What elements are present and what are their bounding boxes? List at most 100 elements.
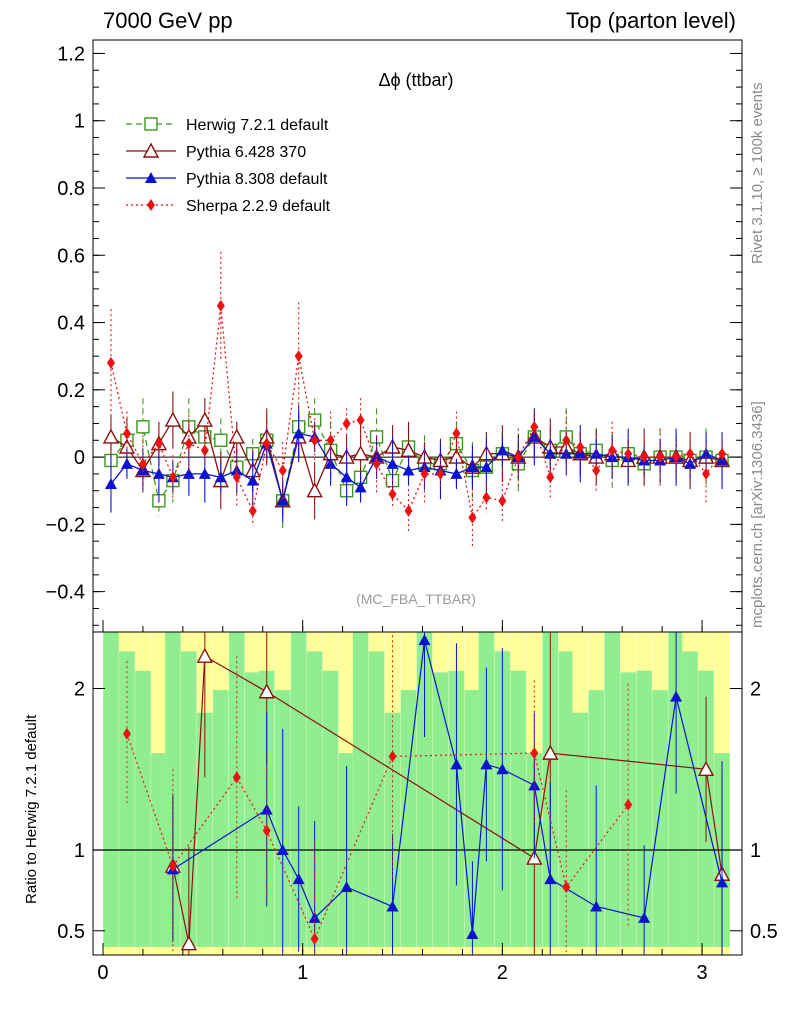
- ratio-y-tick-label-right: 1: [750, 840, 761, 862]
- pythia-8-308-default-point: [450, 467, 463, 479]
- pythia-6-428-370-point: [196, 411, 213, 427]
- sherpa-2-2-9-default-point: [514, 451, 523, 464]
- ratio-frame-border: [92, 631, 743, 956]
- pythia-6-428-370-point: [352, 445, 369, 461]
- ratio-inner-band: [290, 632, 307, 947]
- sherpa-2-2-9-default-ratio-point: [562, 881, 571, 894]
- ratio-panel-frame: 2 2 1 1 0.5 0.5 0 1 2 3: [57, 631, 778, 984]
- pythia-8-308-default-point: [152, 467, 165, 479]
- x-tick-label: 3: [696, 962, 707, 984]
- pythia-8-308-default-ratio-point: [292, 873, 305, 885]
- sherpa-2-2-9-default-point: [482, 491, 491, 504]
- ratio-y-tick-label-right: 2: [750, 679, 761, 701]
- sherpa-2-2-9-default-point: [498, 494, 507, 507]
- pythia-8-308-default-point: [402, 464, 415, 476]
- pythia-8-308-default-ratio-point: [496, 763, 509, 775]
- ratio-inner-band: [119, 651, 135, 947]
- ratio-inner-band: [558, 651, 575, 947]
- pythia-8-308-default-point: [700, 447, 713, 459]
- sherpa-2-2-9-default-point: [184, 437, 193, 450]
- ratio-inner-band: [604, 632, 620, 947]
- ratio-inner-band: [135, 670, 151, 947]
- sherpa-2-2-9-default-ratio-point: [310, 932, 319, 945]
- pythia-8-308-default-point: [340, 471, 353, 483]
- pythia-8-308-default-ratio-point: [670, 690, 683, 702]
- main-y-tick-label: 0: [74, 447, 85, 469]
- ratio-y-tick-label-left: 0.5: [57, 921, 85, 943]
- pythia-8-308-default-point: [182, 467, 195, 479]
- herwig-7-2-1-default-point: [214, 433, 228, 447]
- pythia-8-308-default-point: [480, 461, 493, 473]
- pythia-8-308-default-ratio-point: [466, 928, 479, 940]
- pythia-8-308-default-ratio-point: [450, 758, 463, 770]
- legend-label-pythia-6-428-370: Pythia 6.428 370: [186, 144, 306, 161]
- sherpa-2-2-9-default-point: [640, 451, 649, 464]
- sherpa-2-2-9-default-ratio-point: [262, 824, 271, 837]
- ratio-y-tick-label-left: 1: [74, 840, 85, 862]
- ratio-inner-band: [510, 670, 527, 947]
- pythia-8-308-default-point: [544, 447, 557, 459]
- sherpa-2-2-9-default-ratio-point: [168, 860, 177, 873]
- pythia-8-308-default-point: [386, 457, 399, 469]
- pythia-8-308-default-ratio-line: [172, 639, 723, 935]
- pythia-8-308-default-point: [496, 444, 509, 456]
- ratio-y-tick-label-left: 2: [74, 679, 85, 701]
- main-y-tick-label: 0.2: [57, 380, 85, 402]
- ratio-inner-band: [368, 651, 385, 947]
- pythia-8-308-default-point: [606, 451, 619, 463]
- sherpa-2-2-9-default-point: [686, 447, 695, 460]
- x-tick-label: 0: [97, 962, 108, 984]
- pythia-6-428-370-point: [306, 482, 323, 498]
- sherpa-2-2-9-default-point: [326, 434, 335, 447]
- pythia-8-308-default-ratio-point: [716, 876, 729, 888]
- ratio-inner-band: [228, 632, 245, 947]
- sherpa-2-2-9-default-point: [168, 471, 177, 484]
- ratio-inner-band: [244, 672, 261, 947]
- sherpa-2-2-9-default-line: [110, 305, 723, 520]
- pythia-8-308-default-point: [292, 427, 305, 439]
- x-tick-label: 2: [497, 962, 508, 984]
- pythia-8-308-default-point: [246, 474, 259, 486]
- sherpa-2-2-9-default-point: [294, 350, 303, 363]
- sherpa-2-2-9-default-point: [592, 464, 601, 477]
- ratio-y-tick-label-right: 0.5: [750, 921, 778, 943]
- pythia-8-308-default-ratio-point: [386, 900, 399, 912]
- main-y-tick-label: 0.8: [57, 178, 85, 200]
- ratio-inner-band: [572, 712, 589, 947]
- ratio-inner-band: [400, 690, 417, 947]
- legend-marker-pythia-8-308-default: [145, 172, 157, 183]
- sherpa-2-2-9-default-ratio-point: [624, 798, 633, 811]
- sherpa-2-2-9-default-ratio-point: [530, 747, 539, 760]
- ratio-inner-band: [432, 672, 449, 947]
- sherpa-2-2-9-default-point: [372, 457, 381, 470]
- sherpa-2-2-9-default-point: [702, 467, 711, 480]
- pythia-8-308-default-line: [110, 432, 723, 504]
- pythia-8-308-default-ratio-point: [528, 779, 541, 791]
- herwig-7-2-1-default-point: [136, 420, 150, 434]
- sherpa-2-2-9-default-point: [262, 437, 271, 450]
- legend: Herwig 7.2.1 default Pythia 6.428 370 Pyth…: [126, 117, 331, 215]
- ratio-inner-band: [682, 651, 698, 947]
- sherpa-2-2-9-default-point: [672, 451, 681, 464]
- sherpa-2-2-9-default-point: [420, 467, 429, 480]
- pythia-6-428-370-ratio-point: [258, 683, 275, 699]
- ratio-series-group: [122, 632, 731, 955]
- pythia-8-308-default-ratio-point: [276, 844, 289, 856]
- ratio-inner-band: [384, 712, 401, 947]
- pythia-8-308-default-point: [528, 430, 541, 442]
- pythia-8-308-default-ratio-point: [418, 634, 431, 646]
- rivet-version-label: Rivet 3.1.10, ≥ 100k events: [749, 82, 766, 264]
- sherpa-2-2-9-default-point: [310, 434, 319, 447]
- ratio-inner-band: [636, 670, 652, 947]
- sherpa-2-2-9-default-point: [546, 471, 555, 484]
- ratio-inner-band: [103, 632, 119, 947]
- sherpa-2-2-9-default-point: [154, 437, 163, 450]
- sherpa-2-2-9-default-point: [468, 511, 477, 524]
- ratio-inner-band: [213, 690, 229, 947]
- pythia-8-308-default-point: [214, 471, 227, 483]
- sherpa-2-2-9-default-point: [216, 299, 225, 312]
- pythia-8-308-default-ratio-point: [544, 873, 557, 885]
- pythia-6-428-370-ratio-line: [172, 655, 723, 944]
- pythia-8-308-default-point: [198, 467, 211, 479]
